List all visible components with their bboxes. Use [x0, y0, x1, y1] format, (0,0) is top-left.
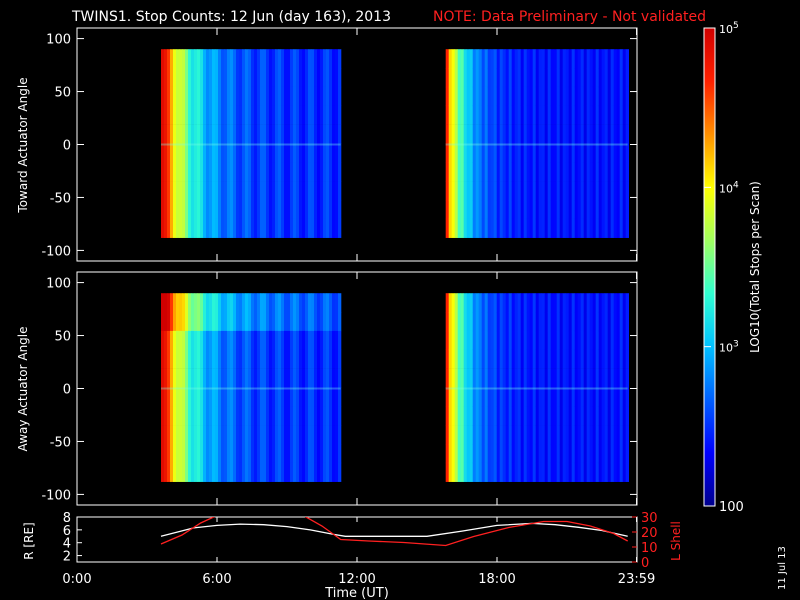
right-tick-label: 0	[641, 556, 649, 571]
away-heatmap	[161, 293, 629, 482]
chart-note: NOTE: Data Preliminary - Not validated	[433, 9, 706, 25]
ephemeris-frame	[76, 516, 638, 563]
y-tick-label: -100	[41, 488, 71, 503]
colorbar: 100 103 104 105 LOG10(Total Stops per Scan)	[703, 21, 762, 515]
x-ticks: 0:00 6:00 12:00 18:00 23:59	[62, 28, 655, 587]
left-tick-label: 2	[63, 550, 71, 565]
x-tick-label: 18:00	[478, 572, 515, 587]
ephemeris-ylabel-right: L Shell	[669, 521, 683, 561]
toward-y-ticks: -100 -50 0 50 100	[41, 33, 637, 259]
series-lshell-line	[160, 517, 629, 547]
colorbar-tick-label: 103	[719, 340, 739, 355]
away-y-ticks: -100 -50 0 50 100	[41, 277, 637, 503]
y-tick-label: 50	[54, 330, 71, 345]
y-tick-label: 50	[54, 86, 71, 101]
y-tick-label: 100	[46, 277, 71, 292]
y-tick-label: -50	[50, 191, 71, 206]
y-tick-label: 0	[63, 139, 71, 154]
y-tick-label: 0	[63, 383, 71, 398]
y-tick-label: 100	[46, 33, 71, 48]
left-tick-label: 4	[63, 537, 71, 552]
series-r-line	[160, 522, 628, 537]
colorbar-tick-label: 105	[719, 21, 739, 36]
x-tick-label: 6:00	[202, 572, 231, 587]
away-ylabel: Away Actuator Angle	[16, 326, 30, 451]
right-tick-label: 30	[641, 511, 658, 526]
colorbar-bar	[703, 27, 716, 507]
date-stamp: 11 Jul 13	[777, 546, 788, 590]
toward-ylabel: Toward Actuator Angle	[16, 77, 30, 213]
x-axis-label: Time (UT)	[324, 586, 389, 600]
x-tick-label: 0:00	[62, 572, 91, 587]
away-panel: -100 -50 0 50 100 Away Actuator Angle	[16, 271, 638, 506]
colorbar-tick-label: 104	[719, 180, 739, 195]
ephemeris-ylabel-left: R [RE]	[22, 522, 36, 559]
y-tick-label: -50	[50, 435, 71, 450]
right-tick-label: 10	[641, 541, 658, 556]
x-tick-label: 23:59	[618, 572, 655, 587]
colorbar-tick-label: 100	[719, 500, 744, 515]
x-tick-label: 12:00	[338, 572, 375, 587]
chart-title: TWINS1. Stop Counts: 12 Jun (day 163), 2…	[71, 9, 391, 25]
right-tick-label: 20	[641, 526, 658, 541]
left-tick-label: 6	[63, 524, 71, 539]
toward-heatmap	[161, 49, 629, 238]
left-tick-label: 8	[63, 511, 71, 526]
y-tick-label: -100	[41, 244, 71, 259]
colorbar-ticks: 100 103 104 105	[704, 21, 744, 515]
colorbar-label: LOG10(Total Stops per Scan)	[748, 181, 762, 353]
toward-panel: -100 -50 0 50 100 Toward Actuator Angle	[16, 27, 638, 262]
